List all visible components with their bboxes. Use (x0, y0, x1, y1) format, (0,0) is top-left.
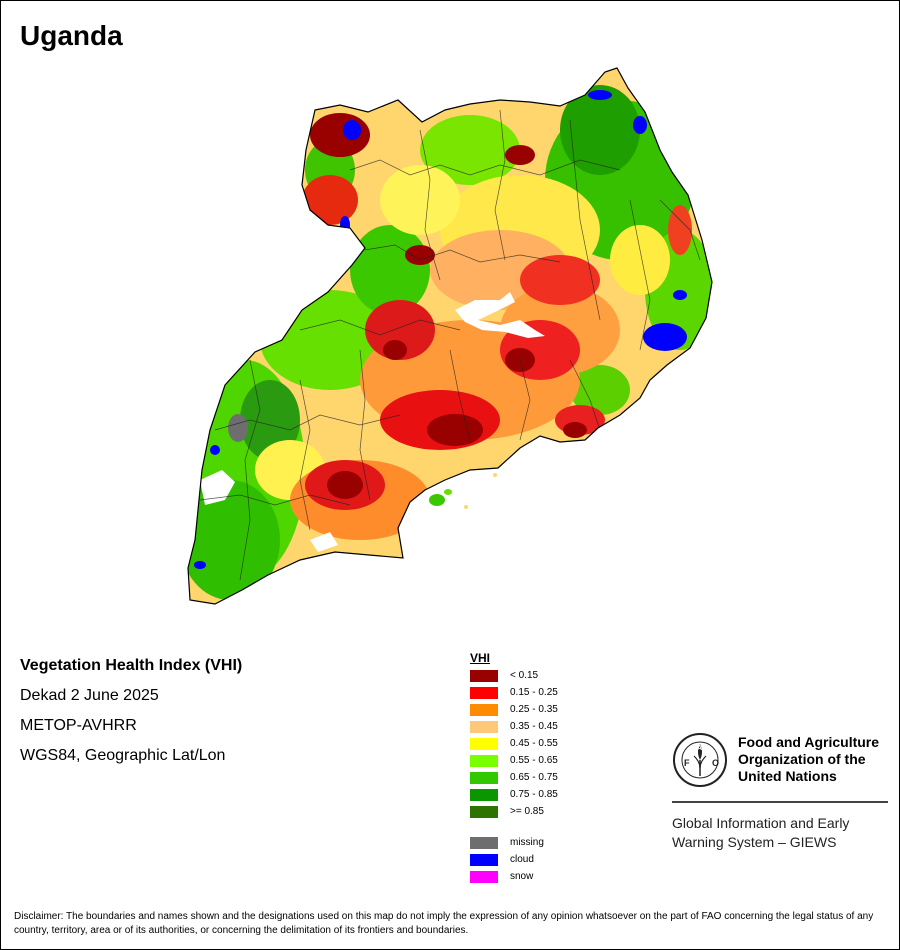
legend-class-item: 0.75 - 0.85 (470, 787, 610, 804)
legend-label: 0.45 - 0.55 (510, 738, 558, 749)
missing-data-areas (228, 414, 248, 442)
legend-title: VHI (470, 651, 491, 665)
legend-special-item: snow (470, 869, 610, 886)
legend-swatch (470, 789, 498, 801)
legend-special-item: missing (470, 835, 610, 852)
legend-label: 0.35 - 0.45 (510, 721, 558, 732)
legend-class-item: 0.25 - 0.35 (470, 702, 610, 719)
disclaimer: Disclaimer: The boundaries and names sho… (14, 911, 874, 936)
legend-label: 0.55 - 0.65 (510, 755, 558, 766)
district-boundaries (199, 109, 701, 581)
legend-class-item: 0.65 - 0.75 (470, 770, 610, 787)
legend-swatch (470, 837, 498, 849)
fao-logo-text-a: A (697, 745, 702, 752)
legend-swatch (470, 854, 498, 866)
legend-label: missing (510, 837, 544, 848)
legend-label: < 0.15 (510, 670, 539, 681)
legend-label: 0.15 - 0.25 (510, 687, 558, 698)
legend-label: 0.75 - 0.85 (510, 789, 558, 800)
fao-divider (672, 801, 888, 803)
legend-label: snow (510, 871, 534, 882)
fao-name-line2: Organization of the (738, 751, 866, 767)
index-name: Vegetation Health Index (VHI) (20, 657, 243, 674)
legend-swatch (470, 738, 498, 750)
fao-logo-text-o: O (712, 758, 719, 768)
legend-swatch (470, 687, 498, 699)
legend-classes: < 0.15 0.15 - 0.25 0.25 - 0.35 0.35 - 0.45 0… (470, 668, 610, 821)
legend-swatch (470, 871, 498, 883)
fao-org-name: Food and Agriculture Organization of the… (738, 734, 879, 785)
period-label: Dekad 2 June 2025 (20, 687, 159, 704)
giews-line2: Warning System – GIEWS (672, 834, 837, 850)
lakes (200, 292, 545, 552)
lake-victoria-islands (429, 473, 497, 509)
vhi-legend: VHI < 0.15 0.15 - 0.25 0.25 - 0.35 0.35 - 0… (470, 651, 610, 886)
map-title: Uganda (20, 20, 123, 51)
legend-label: 0.25 - 0.35 (510, 704, 558, 715)
legend-class-item: 0.15 - 0.25 (470, 685, 610, 702)
uganda-border (187, 67, 713, 605)
giews-line1: Global Information and Early (672, 815, 850, 831)
fao-name-line3: United Nations (738, 768, 837, 784)
legend-special: missing cloud snow (470, 835, 610, 886)
legend-class-item: 0.55 - 0.65 (470, 753, 610, 770)
giews-name: Global Information and Early Warning Sys… (672, 814, 849, 852)
legend-class-item: < 0.15 (470, 668, 610, 685)
vhi-dark-red-areas (310, 113, 587, 499)
legend-swatch (470, 721, 498, 733)
cloud-areas (194, 90, 687, 569)
legend-label: >= 0.85 (510, 806, 544, 817)
legend-class-item: 0.35 - 0.45 (470, 719, 610, 736)
legend-special-item: cloud (470, 852, 610, 869)
legend-swatch (470, 670, 498, 682)
legend-swatch (470, 755, 498, 767)
legend-label: 0.65 - 0.75 (510, 772, 558, 783)
legend-swatch (470, 704, 498, 716)
lake-kyoga (455, 292, 545, 338)
fao-name-line1: Food and Agriculture (738, 734, 880, 750)
sensor-label: METOP-AVHRR (20, 717, 137, 734)
legend-class-item: 0.45 - 0.55 (470, 736, 610, 753)
legend-swatch (470, 806, 498, 818)
map-area (187, 67, 713, 605)
projection-label: WGS84, Geographic Lat/Lon (20, 747, 226, 764)
legend-swatch (470, 772, 498, 784)
map-info: Vegetation Health Index (VHI) Dekad 2 Ju… (20, 656, 242, 776)
uganda-vhi-map (187, 67, 713, 605)
fao-logo-text-f: F (684, 758, 690, 768)
fao-logo-icon: F O A (673, 733, 727, 787)
lake-edward-george (310, 532, 338, 552)
lake-albert-edge (200, 470, 235, 505)
legend-label: cloud (510, 854, 534, 865)
legend-class-item: >= 0.85 (470, 804, 610, 821)
